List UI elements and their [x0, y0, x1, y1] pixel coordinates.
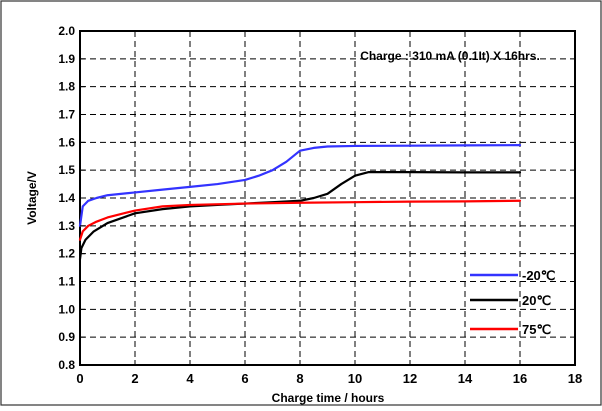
y-tick-label: 1.5 [58, 163, 75, 177]
y-tick-labels: 0.8 0.9 1.0 1.1 1.2 1.3 1.4 1.5 1.6 1.7 1.8 1.9 2.0 [58, 24, 85, 372]
x-tick-label: 2 [131, 371, 138, 386]
y-tick-label: 2.0 [58, 24, 75, 38]
series-layer [78, 144, 522, 261]
y-tick-label: 1.3 [58, 219, 75, 233]
x-tick-label: 6 [241, 371, 248, 386]
legend: -20℃ 20℃ 75℃ [470, 268, 555, 337]
y-tick-label: 0.9 [58, 330, 75, 344]
x-tick-label: 14 [458, 371, 473, 386]
y-tick-label: 1.8 [58, 80, 75, 94]
y-tick-label: 0.8 [58, 358, 75, 372]
y-tick-label: 1.9 [58, 52, 75, 66]
y-axis-label: Voltage/V [25, 171, 39, 225]
x-tick-labels: 0 2 4 6 8 10 12 14 16 18 [76, 360, 582, 386]
legend-label-3: 75℃ [522, 322, 551, 337]
legend-label-1: -20℃ [522, 268, 555, 283]
grid-lines [80, 31, 575, 365]
y-tick-label: 1.7 [58, 108, 75, 122]
y-tick-label: 1.4 [58, 191, 75, 205]
series-line-3 [78, 199, 522, 241]
x-tick-label: 12 [403, 371, 417, 386]
x-tick-label: 16 [513, 371, 527, 386]
x-tick-label: 10 [348, 371, 362, 386]
legend-label-2: 20℃ [522, 293, 551, 308]
x-axis-label: Charge time / hours [272, 391, 385, 405]
x-tick-label: 4 [186, 371, 194, 386]
y-tick-label: 1.2 [58, 247, 75, 261]
charge-annotation: Charge : 310 mA (0.1It) X 16hrs. [360, 49, 540, 63]
x-tick-label: 18 [568, 371, 582, 386]
series-line-1 [78, 144, 522, 227]
y-tick-label: 1.0 [58, 302, 75, 316]
y-tick-label: 1.1 [58, 275, 75, 289]
y-tick-label: 1.6 [58, 135, 75, 149]
x-tick-label: 8 [296, 371, 303, 386]
x-tick-label: 0 [76, 371, 83, 386]
